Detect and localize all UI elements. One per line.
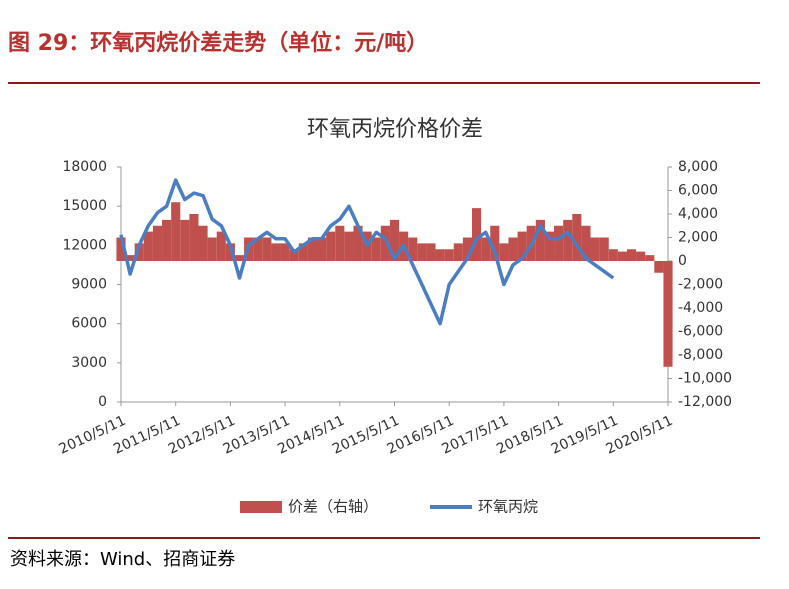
bar bbox=[344, 231, 354, 261]
y2-tick-label: 0 bbox=[678, 253, 687, 269]
bar bbox=[116, 237, 126, 261]
bar bbox=[143, 231, 153, 261]
bar bbox=[617, 251, 627, 261]
bar bbox=[481, 237, 491, 261]
bar bbox=[198, 225, 208, 261]
bar bbox=[453, 243, 463, 261]
bar bbox=[499, 243, 509, 261]
bar bbox=[262, 237, 272, 261]
bar bbox=[326, 231, 336, 261]
bar bbox=[426, 243, 436, 261]
y2-tick-label: -4,000 bbox=[678, 300, 723, 316]
y2-tick-label: 6,000 bbox=[678, 183, 718, 199]
bar bbox=[371, 237, 381, 261]
y-tick-label: 18000 bbox=[62, 159, 107, 175]
bar bbox=[134, 243, 144, 261]
y-tick-label: 15000 bbox=[62, 198, 107, 214]
bar bbox=[234, 255, 245, 261]
bar bbox=[471, 208, 482, 261]
y2-tick-label: 8,000 bbox=[678, 159, 718, 175]
chart-title: 环氧丙烷价格价差 bbox=[307, 117, 483, 142]
bar bbox=[599, 237, 609, 261]
y-tick-label: 6000 bbox=[71, 316, 107, 332]
bar bbox=[517, 231, 527, 261]
bar bbox=[608, 249, 618, 261]
bar bbox=[435, 249, 445, 261]
bar bbox=[654, 261, 664, 273]
bar bbox=[417, 243, 427, 261]
bar bbox=[590, 237, 600, 261]
y-tick-label: 3000 bbox=[71, 355, 107, 371]
bar bbox=[298, 243, 308, 261]
bar bbox=[636, 251, 646, 261]
header-title: 图 29：环氧丙烷价差走势（单位：元/吨） bbox=[8, 30, 428, 56]
bar bbox=[152, 225, 163, 261]
bar bbox=[563, 219, 573, 261]
y2-tick-label: -12,000 bbox=[678, 394, 732, 410]
bar bbox=[663, 261, 673, 367]
y-tick-label: 0 bbox=[98, 394, 107, 410]
bar bbox=[581, 225, 591, 261]
bar bbox=[408, 237, 418, 261]
y2-tick-label: -8,000 bbox=[678, 347, 723, 363]
bar bbox=[171, 202, 181, 261]
bar bbox=[307, 237, 318, 261]
bar bbox=[626, 249, 637, 261]
y2-tick-label: 4,000 bbox=[678, 206, 718, 222]
bar bbox=[207, 237, 217, 261]
legend-label: 环氧丙烷 bbox=[478, 498, 538, 516]
bar bbox=[271, 243, 281, 261]
bar bbox=[389, 219, 400, 261]
bar bbox=[289, 249, 299, 261]
legend-swatch bbox=[240, 501, 282, 513]
bar bbox=[125, 255, 135, 261]
legend-label: 价差（右轴） bbox=[288, 498, 378, 516]
bar bbox=[535, 219, 545, 261]
bar bbox=[189, 214, 199, 261]
y2-tick-label: -10,000 bbox=[678, 371, 732, 387]
bar bbox=[335, 225, 345, 261]
y-tick-label: 12000 bbox=[62, 237, 107, 253]
bar bbox=[544, 231, 555, 261]
bar bbox=[462, 237, 472, 261]
bar bbox=[508, 237, 518, 261]
bar bbox=[225, 243, 235, 261]
bar bbox=[444, 249, 454, 261]
bar bbox=[353, 225, 363, 261]
bar bbox=[317, 237, 327, 261]
y2-tick-label: -2,000 bbox=[678, 277, 723, 293]
bar bbox=[253, 237, 263, 261]
bar bbox=[380, 225, 390, 261]
y2-tick-label: 2,000 bbox=[678, 230, 718, 246]
bar bbox=[645, 255, 655, 261]
bar bbox=[572, 214, 582, 261]
y-tick-label: 9000 bbox=[71, 277, 107, 293]
bar bbox=[490, 225, 500, 261]
bar bbox=[280, 243, 290, 261]
line bbox=[119, 178, 615, 326]
bar bbox=[180, 219, 190, 261]
bar bbox=[216, 231, 226, 261]
bar bbox=[554, 225, 564, 261]
bar bbox=[162, 219, 172, 261]
source: 资料来源：Wind、招商证券 bbox=[10, 549, 235, 570]
y2-tick-label: -6,000 bbox=[678, 324, 723, 340]
